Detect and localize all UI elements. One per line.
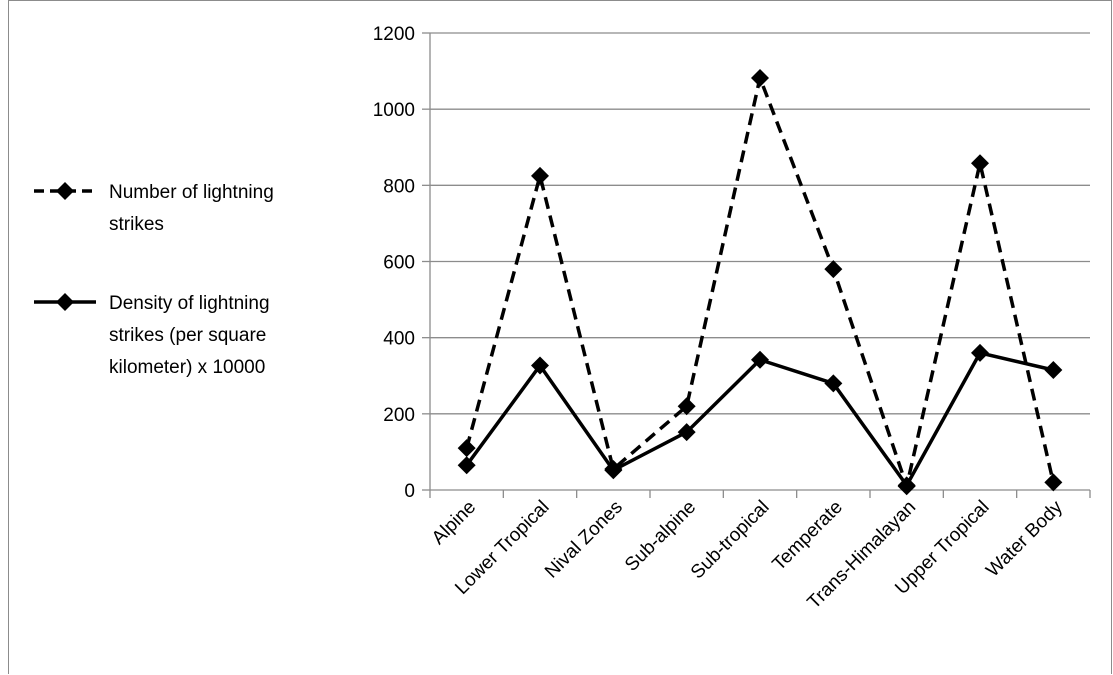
legend-marker-diamond bbox=[56, 293, 74, 311]
legend-label-number-line1: Number of lightning bbox=[109, 182, 274, 203]
legend-label-density-line2: strikes (per square bbox=[109, 325, 266, 346]
y-tick-label: 200 bbox=[383, 405, 415, 426]
x-tick-label: Temperate bbox=[769, 497, 847, 575]
y-tick-label: 800 bbox=[383, 176, 415, 197]
series-group bbox=[457, 68, 1063, 496]
data-point-marker bbox=[824, 374, 843, 393]
x-tick-label: Nival Zones bbox=[541, 497, 627, 583]
y-tick-label: 1200 bbox=[373, 24, 415, 45]
x-tick-label: Alpine bbox=[428, 497, 480, 549]
data-point-marker bbox=[531, 166, 549, 185]
y-axis-ticks: 0 200 400 600 800 1000 1200 bbox=[373, 24, 430, 502]
legend: Number of lightning strikes Density of l… bbox=[34, 182, 274, 378]
data-point-marker bbox=[677, 423, 696, 442]
legend-marker-diamond bbox=[56, 182, 74, 200]
series-line bbox=[465, 71, 1056, 493]
data-point-marker bbox=[897, 476, 916, 495]
y-tick-label: 600 bbox=[383, 253, 415, 274]
y-tick-label: 400 bbox=[383, 329, 415, 350]
series-1 bbox=[457, 68, 1063, 496]
data-point-marker bbox=[751, 350, 769, 369]
legend-label-number-line2: strikes bbox=[109, 214, 164, 235]
legend-entry-density: Density of lightning strikes (per square… bbox=[34, 293, 270, 378]
x-tick-label: Sub-tropical bbox=[687, 497, 774, 584]
series-line bbox=[465, 350, 1054, 489]
gridlines bbox=[430, 32, 1090, 415]
legend-label-density-line1: Density of lightning bbox=[109, 293, 270, 314]
series-2 bbox=[457, 343, 1063, 495]
data-point-marker bbox=[971, 154, 989, 173]
y-tick-label: 0 bbox=[404, 481, 415, 502]
data-point-marker bbox=[751, 68, 769, 87]
data-point-marker bbox=[457, 439, 476, 458]
data-point-marker bbox=[531, 356, 549, 375]
data-point-marker bbox=[1044, 473, 1063, 492]
legend-entry-number: Number of lightning strikes bbox=[34, 182, 274, 235]
legend-label-density-line3: kilometer) x 10000 bbox=[109, 357, 265, 378]
data-point-marker bbox=[971, 343, 989, 362]
y-tick-label: 1000 bbox=[373, 100, 415, 121]
data-point-marker bbox=[1044, 361, 1063, 380]
data-point-marker bbox=[604, 461, 623, 480]
data-point-marker bbox=[677, 397, 696, 416]
x-tick-label: Water Body bbox=[982, 496, 1067, 581]
data-point-marker bbox=[457, 456, 476, 475]
chart-frame bbox=[8, 0, 1112, 674]
data-point-marker bbox=[824, 260, 843, 279]
x-tick-label: Sub-alpine bbox=[621, 497, 700, 576]
